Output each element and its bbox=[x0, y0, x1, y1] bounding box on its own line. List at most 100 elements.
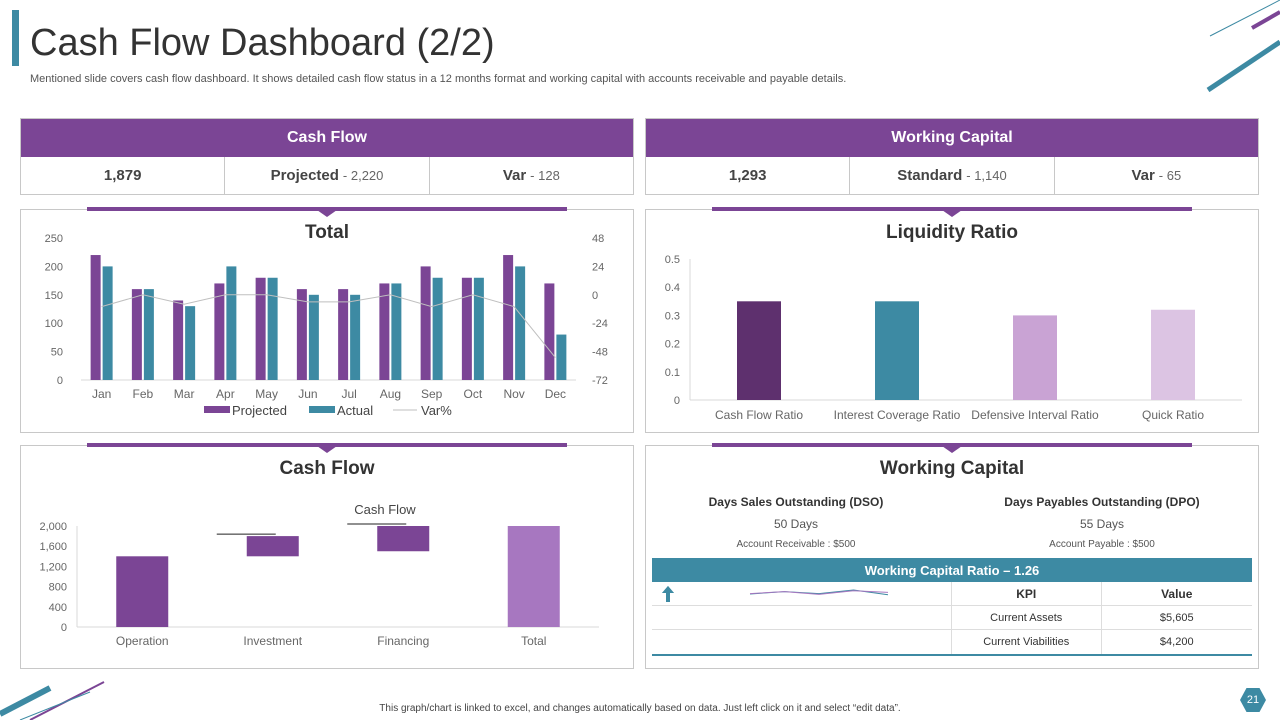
legend-swatch-projected bbox=[204, 406, 230, 413]
waterfall-subtitle: Cash Flow bbox=[354, 502, 416, 517]
panel-notch bbox=[317, 210, 337, 217]
bar-projected-apr bbox=[214, 283, 225, 380]
kpi-current-viabilities: Current Viabilities bbox=[951, 630, 1101, 654]
working-capital-var: Var - 65 bbox=[1055, 157, 1258, 194]
panel-top-bar bbox=[87, 207, 567, 211]
x-tick-label: Quick Ratio bbox=[1142, 408, 1204, 422]
bar-projected-jan bbox=[90, 255, 101, 380]
x-tick-label: Sep bbox=[421, 387, 443, 401]
dso-title: Days Sales Outstanding (DSO) bbox=[708, 495, 884, 509]
y-tick-label: 0 bbox=[674, 395, 680, 407]
y2-tick-label: 24 bbox=[592, 261, 604, 273]
trend-cell bbox=[652, 586, 951, 654]
bar-projected-jun bbox=[296, 289, 307, 380]
y2-tick-label: -48 bbox=[592, 347, 608, 359]
liquidity-ratio-title: Liquidity Ratio bbox=[886, 222, 1018, 243]
deco-line-thin bbox=[1209, 0, 1280, 37]
total-chart-panel: Total 250 200 150 100 50 0 48 24 0 -24 -48 -72 Jan Fe… bbox=[20, 207, 634, 433]
cash-flow-value: 1,879 bbox=[103, 167, 142, 184]
cash-flow-kpi-value: 1,879 bbox=[21, 157, 226, 194]
bar-actual-may bbox=[267, 277, 278, 380]
value-current-viabilities: $4,200 bbox=[1100, 630, 1253, 654]
x-tick-label: Defensive Interval Ratio bbox=[971, 408, 1099, 422]
y-tick-label: 250 bbox=[45, 233, 63, 245]
x-tick-label: Feb bbox=[133, 387, 154, 401]
bar-actual-dec bbox=[556, 334, 567, 380]
x-tick-label: Investment bbox=[243, 634, 302, 648]
title-accent-bar bbox=[12, 10, 19, 66]
y-tick-label: 150 bbox=[45, 290, 63, 302]
account-payable: Account Payable : $500 bbox=[1049, 539, 1155, 550]
table-row: Current Assets $5,605 bbox=[652, 586, 1253, 630]
deco-line-teal bbox=[0, 685, 52, 717]
y-tick-label: 400 bbox=[49, 602, 67, 614]
total-chart-title: Total bbox=[305, 222, 349, 243]
bar-projected-dec bbox=[544, 283, 555, 380]
y2-tick-label: -24 bbox=[592, 318, 608, 330]
y-tick-label: 200 bbox=[45, 261, 63, 273]
legend-swatch-actual bbox=[309, 406, 335, 413]
panel-notch bbox=[317, 446, 337, 453]
x-tick-label: Financing bbox=[377, 634, 429, 648]
panel-top-bar bbox=[712, 207, 1192, 211]
bar-projected-may bbox=[255, 277, 266, 380]
working-capital-kpi-value: 1,293 bbox=[646, 157, 851, 194]
y2-tick-label: 48 bbox=[592, 233, 604, 245]
bar-quick-ratio bbox=[1151, 309, 1195, 400]
y-tick-label: 0.1 bbox=[665, 367, 680, 379]
value-current-assets: $5,605 bbox=[1100, 606, 1253, 629]
x-tick-label: Oct bbox=[464, 387, 483, 401]
bar-actual-feb bbox=[143, 289, 154, 380]
y-tick-label: 100 bbox=[45, 318, 63, 330]
x-tick-label: Dec bbox=[545, 387, 566, 401]
slide-title: Cash Flow Dashboard (2/2) bbox=[30, 22, 495, 64]
working-capital-kpi-panel: Working Capital 1,293 Standard - 1,140 Va… bbox=[645, 118, 1259, 195]
bar-projected-oct bbox=[461, 277, 472, 380]
x-tick-label: Jun bbox=[298, 387, 317, 401]
var-label: Var bbox=[502, 167, 527, 184]
bar-projected-feb bbox=[131, 289, 142, 380]
cash-flow-chart-title: Cash Flow bbox=[279, 458, 375, 479]
y-tick-label: 1,200 bbox=[39, 561, 67, 573]
bar-investment bbox=[246, 536, 299, 557]
footer-note: This graph/chart is linked to excel, and… bbox=[379, 703, 901, 714]
working-capital-panel: Working Capital Days Sales Outstanding (… bbox=[645, 443, 1259, 669]
panel-top-bar bbox=[87, 443, 567, 447]
bar-actual-oct bbox=[473, 277, 484, 380]
cash-flow-kpi-panel: Cash Flow 1,879 Projected - 2,220 Var - 12… bbox=[20, 118, 634, 195]
slide-subtitle: Mentioned slide covers cash flow dashboa… bbox=[30, 73, 847, 85]
cash-flow-var: Var - 128 bbox=[430, 157, 633, 194]
bar-projected-jul bbox=[338, 289, 349, 380]
working-capital-title: Working Capital bbox=[879, 458, 1025, 479]
x-tick-label: Interest Coverage Ratio bbox=[834, 408, 961, 422]
var-label: Var bbox=[1131, 167, 1155, 184]
cash-flow-kpi-header: Cash Flow bbox=[21, 119, 633, 157]
panel-notch bbox=[942, 446, 962, 453]
decoration-bottom-left bbox=[0, 681, 105, 720]
arrow-up-icon bbox=[662, 586, 674, 602]
working-capital-value: 1,293 bbox=[728, 167, 767, 184]
account-receivable: Account Receivable : $500 bbox=[736, 539, 856, 550]
dpo-block: Days Payables Outstanding (DPO) 55 Days … bbox=[952, 495, 1252, 550]
x-tick-label: Operation bbox=[116, 634, 169, 648]
bar-actual-aug bbox=[391, 283, 402, 380]
x-tick-label: Nov bbox=[503, 387, 524, 401]
x-tick-label: Aug bbox=[380, 387, 401, 401]
bar-actual-jun bbox=[308, 294, 319, 380]
projected-value: - 2,220 bbox=[342, 168, 384, 183]
dpo-title: Days Payables Outstanding (DPO) bbox=[1004, 495, 1200, 509]
bar-actual-sep bbox=[432, 277, 443, 380]
cash-flow-chart-panel: Cash Flow Cash Flow 2,000 1,600 1,200 800 400… bbox=[20, 443, 634, 669]
y-tick-label: 800 bbox=[49, 582, 67, 594]
bar-actual-jul bbox=[350, 294, 361, 380]
deco-line-thin bbox=[19, 691, 91, 720]
projected-label: Projected bbox=[270, 167, 339, 184]
decoration-top-right bbox=[1206, 0, 1280, 93]
deco-line-teal bbox=[1206, 39, 1280, 93]
header-value: Value bbox=[1100, 582, 1253, 605]
x-tick-label: Total bbox=[521, 634, 546, 648]
bar-projected-mar bbox=[173, 300, 184, 380]
header-kpi: KPI bbox=[951, 582, 1101, 605]
working-capital-ratio-bar: Working Capital Ratio – 1.26 bbox=[652, 558, 1252, 582]
y-tick-label: 0.5 bbox=[665, 254, 680, 266]
